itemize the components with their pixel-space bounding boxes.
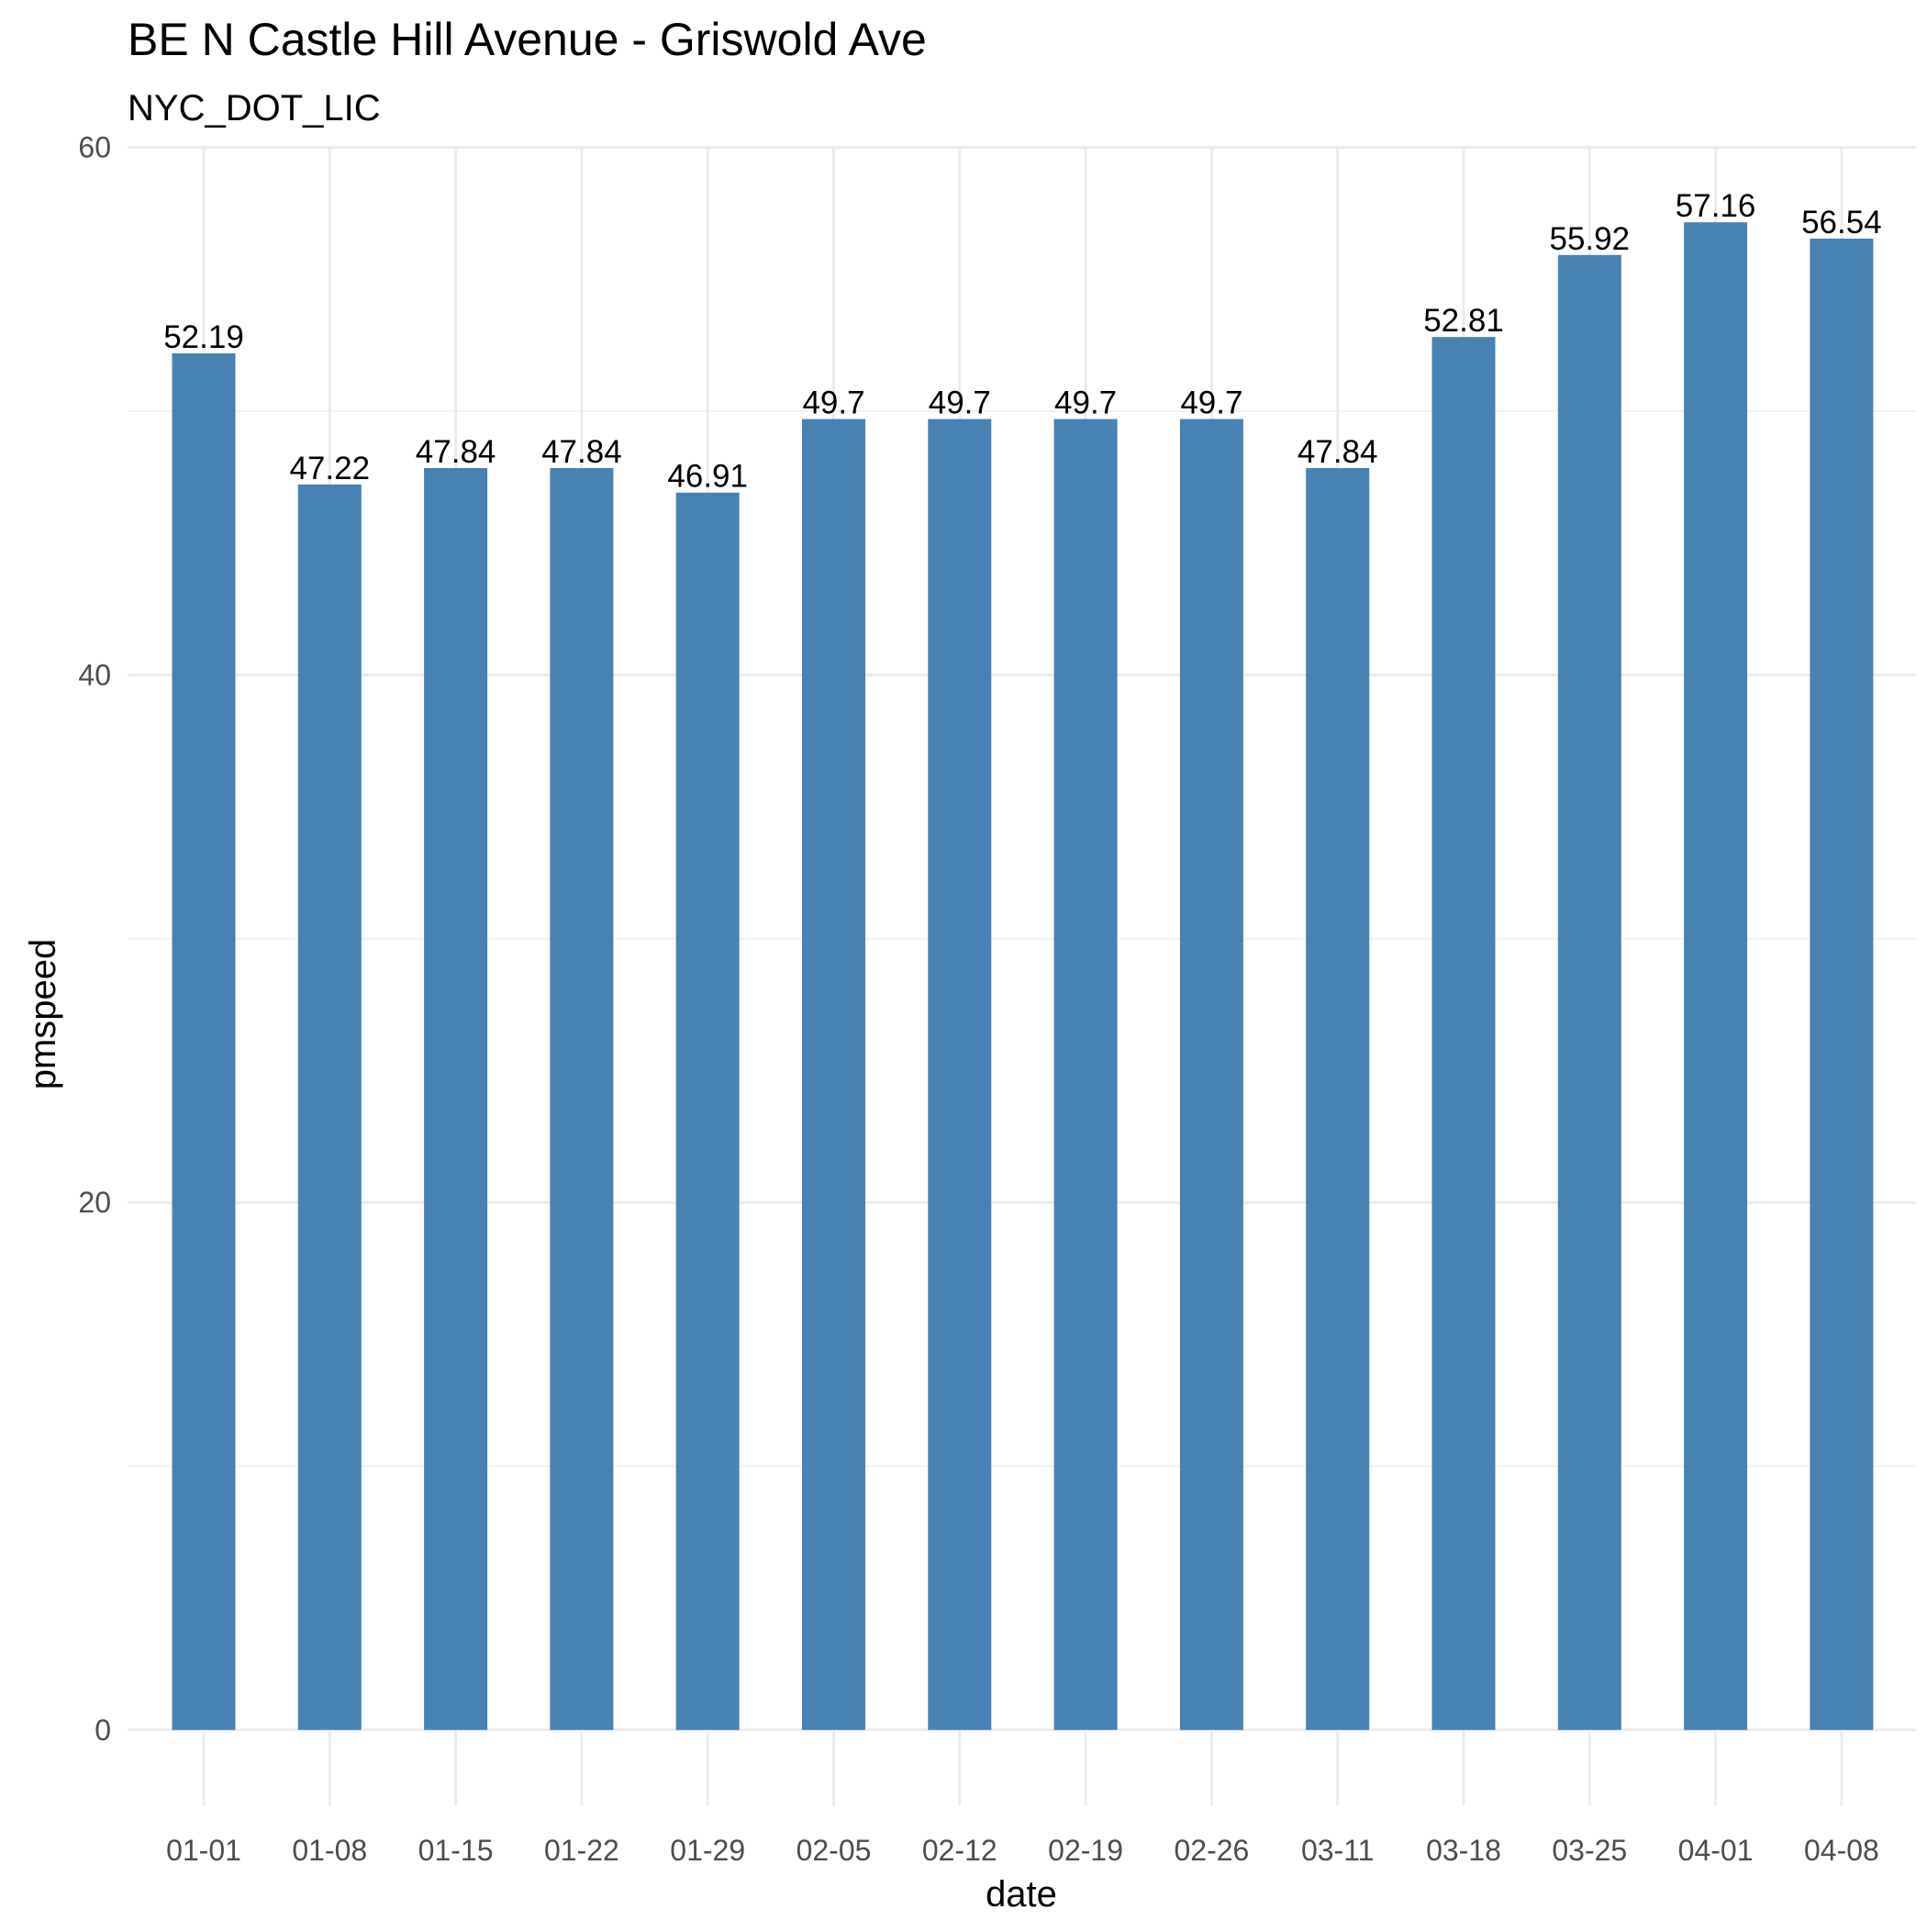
- x-tick-label: 04-01: [1678, 1834, 1754, 1867]
- data-labels: 52.19 47.22 47.84 47.84 46.91 49.7 49.7 49.7 49.…: [163, 188, 1881, 495]
- bar: [928, 419, 992, 1730]
- bar: [1810, 239, 1874, 1730]
- bar: [550, 468, 614, 1730]
- bar-value-label: 47.22: [290, 451, 371, 486]
- bar-value-label: 47.84: [1298, 434, 1378, 470]
- bar-value-label: 57.16: [1676, 188, 1756, 224]
- x-tick-label: 04-08: [1804, 1834, 1879, 1867]
- x-tick-label: 02-12: [922, 1834, 997, 1867]
- x-tick-label: 01-15: [418, 1834, 494, 1867]
- bar-value-label: 46.91: [667, 459, 748, 495]
- y-axis-ticks: 0 20 40 60: [78, 131, 111, 1747]
- x-tick-label: 02-19: [1048, 1834, 1123, 1867]
- x-tick-label: 01-08: [292, 1834, 367, 1867]
- x-tick-label: 01-01: [166, 1834, 241, 1867]
- x-axis-title: date: [986, 1874, 1057, 1915]
- x-tick-label: 03-18: [1426, 1834, 1501, 1867]
- x-tick-label: 02-05: [796, 1834, 872, 1867]
- bar: [1684, 222, 1748, 1730]
- bar-value-label: 47.84: [541, 434, 622, 470]
- bar-value-label: 47.84: [416, 434, 496, 470]
- chart-title: BE N Castle Hill Avenue - Griswold Ave: [128, 14, 927, 65]
- bar: [172, 353, 236, 1730]
- bar: [802, 419, 865, 1730]
- x-tick-label: 01-22: [544, 1834, 619, 1867]
- bar: [424, 468, 488, 1730]
- y-tick-label: 20: [78, 1186, 111, 1219]
- chart-subtitle: NYC_DOT_LIC: [128, 88, 381, 128]
- y-tick-label: 40: [78, 658, 111, 691]
- bar-value-label: 52.81: [1423, 303, 1504, 339]
- x-axis-ticks: 01-01 01-08 01-15 01-22 01-29 02-05 02-12 02-19…: [166, 1834, 1879, 1867]
- x-tick-label: 03-25: [1552, 1834, 1627, 1867]
- bar: [1179, 419, 1243, 1730]
- bar-value-label: 49.7: [929, 385, 991, 421]
- y-axis-title: pmspeed: [23, 939, 63, 1090]
- bar-value-label: 52.19: [163, 319, 244, 355]
- bar-value-label: 49.7: [1054, 385, 1117, 421]
- bar: [1053, 419, 1118, 1730]
- y-tick-label: 60: [78, 131, 111, 164]
- x-tick-label: 02-26: [1174, 1834, 1249, 1867]
- bar: [1557, 254, 1621, 1730]
- bar: [675, 492, 740, 1730]
- x-tick-label: 01-29: [670, 1834, 745, 1867]
- bar: [1431, 337, 1496, 1730]
- x-tick-label: 03-11: [1301, 1834, 1374, 1867]
- bar-value-label: 56.54: [1801, 205, 1882, 240]
- bar: [297, 484, 362, 1730]
- bars: [172, 222, 1874, 1730]
- bar: [1306, 468, 1370, 1730]
- bar-value-label: 49.7: [1180, 385, 1242, 421]
- bar-value-label: 55.92: [1550, 221, 1631, 257]
- y-tick-label: 0: [95, 1714, 111, 1747]
- bar-value-label: 49.7: [802, 385, 864, 421]
